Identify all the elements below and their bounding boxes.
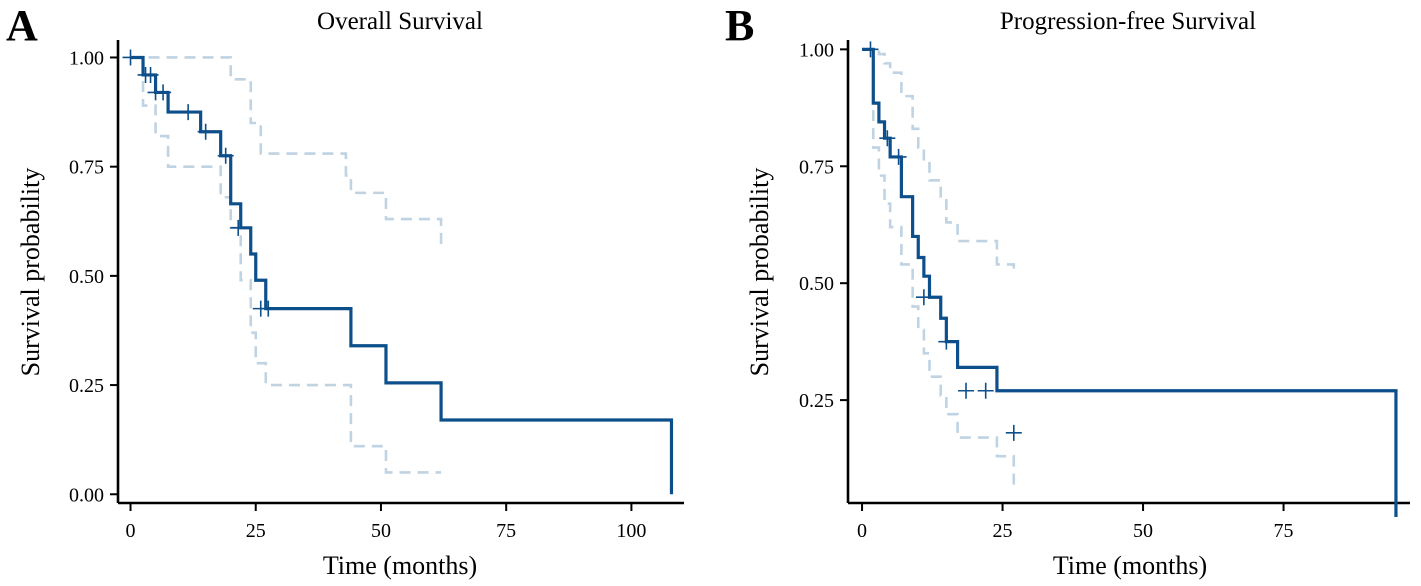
y-tick-label: 1.00 — [69, 47, 104, 69]
panel-a: A Overall Survival 0 25 50 75 100 0.00 0.25 0.5… — [6, 1, 684, 580]
censor-mark — [155, 84, 172, 101]
censor-mark — [122, 49, 139, 66]
y-tick-label: 0.25 — [69, 375, 104, 397]
x-tick-label: 0 — [126, 520, 136, 542]
survival-curve-b — [862, 47, 1398, 518]
plot-area-b: 0 25 50 75 0.25 0.50 0.75 1.00 — [799, 39, 1410, 542]
censor-mark — [977, 382, 994, 399]
x-tick-label: 50 — [371, 520, 391, 542]
censor-mark — [938, 333, 955, 350]
x-tick-label: 0 — [857, 520, 867, 542]
censor-mark — [217, 147, 234, 164]
censor-mark — [958, 382, 975, 399]
chart-title-a: Overall Survival — [317, 8, 483, 35]
lower-ci-curve-a — [130, 56, 442, 474]
y-axis-title-b: Survival probability — [745, 168, 774, 377]
x-tick-label: 25 — [993, 520, 1013, 542]
censor-mark — [879, 130, 896, 147]
chart-title-b: Progression-free Survival — [1000, 8, 1256, 35]
x-tick-label: 75 — [496, 520, 516, 542]
panel-label-b: B — [725, 1, 754, 50]
censor-mark — [230, 219, 247, 236]
panel-b: B Progression-free Survival 0 25 50 750.250… — [725, 1, 1410, 580]
survival-curve-a — [130, 55, 674, 495]
x-tick-label: 100 — [616, 520, 646, 542]
x-tick-label: 25 — [246, 520, 266, 542]
lower-ci-curve-b — [862, 48, 1016, 489]
x-axis-title-a: Time (months) — [323, 551, 477, 580]
y-tick-label: 1.00 — [799, 39, 834, 61]
censor-mark — [180, 104, 197, 121]
y-tick-label: 0.25 — [799, 390, 834, 412]
y-tick-label: 0.00 — [69, 484, 104, 506]
panel-label-a: A — [6, 1, 38, 50]
plot-area-a: 0 25 50 75 100 0.00 0.25 0.50 0.75 1.00 — [69, 40, 684, 542]
censor-mark — [197, 123, 214, 140]
x-axis-title-b: Time (months) — [1053, 551, 1207, 580]
censor-mark — [890, 148, 907, 165]
upper-ci-curve-a — [130, 56, 443, 246]
upper-ci-curve-b — [862, 48, 1016, 274]
censor-mark — [862, 41, 879, 58]
y-axis-title-a: Survival probability — [16, 168, 45, 377]
y-tick-label: 0.50 — [799, 273, 834, 295]
censor-mark — [915, 289, 932, 306]
y-tick-label: 0.75 — [799, 156, 834, 178]
censor-mark — [142, 66, 159, 83]
x-tick-label: 50 — [1133, 520, 1153, 542]
x-tick-label: 75 — [1274, 520, 1294, 542]
y-tick-label: 0.50 — [69, 266, 104, 288]
censor-mark — [260, 300, 277, 317]
y-tick-label: 0.75 — [69, 157, 104, 179]
censor-mark — [1005, 424, 1022, 441]
